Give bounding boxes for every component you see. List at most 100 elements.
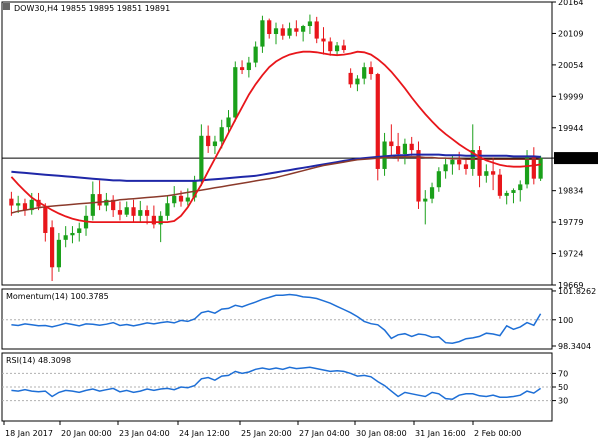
candle-body bbox=[124, 207, 129, 215]
price-axis-label: 19779 bbox=[558, 218, 583, 227]
moving-average-fast-line bbox=[10, 50, 541, 224]
momentum-panel-frame bbox=[1, 288, 553, 350]
price-axis-label: 20164 bbox=[558, 0, 583, 7]
candle-body bbox=[436, 171, 441, 188]
candle-body bbox=[63, 235, 68, 240]
time-axis-label: 31 Jan 16:00 bbox=[415, 429, 466, 438]
candle-body bbox=[450, 159, 455, 165]
candle-body bbox=[362, 67, 367, 79]
candle-body bbox=[368, 67, 374, 75]
momentum-axis-label: 98.3404 bbox=[558, 342, 591, 351]
candle-body bbox=[36, 199, 41, 207]
candle-body bbox=[151, 215, 156, 225]
rsi-line bbox=[11, 366, 542, 400]
candle-body bbox=[348, 72, 353, 85]
candle-body bbox=[307, 21, 313, 27]
price-axis-label: 19669 bbox=[558, 281, 583, 290]
moving-average-mid-line bbox=[11, 156, 541, 214]
candle-body bbox=[165, 203, 170, 216]
candle-body bbox=[382, 141, 387, 169]
time-axis-label: 24 Jan 12:00 bbox=[179, 429, 230, 438]
candle-body bbox=[239, 67, 245, 71]
rsi-axis-label: 30 bbox=[558, 397, 568, 406]
symbol-menu-icon bbox=[3, 3, 10, 10]
candle-body bbox=[138, 210, 143, 216]
candle-body bbox=[429, 187, 435, 199]
candle-body bbox=[56, 239, 61, 268]
candle-body bbox=[104, 199, 109, 206]
candle-body bbox=[260, 20, 265, 47]
candle-body bbox=[144, 210, 150, 216]
momentum-line bbox=[11, 293, 542, 344]
candle-body bbox=[328, 41, 333, 52]
price-axis-label: 19834 bbox=[558, 187, 583, 196]
candle-body bbox=[70, 232, 75, 236]
candle-body bbox=[484, 171, 489, 176]
price-axis-label: 20054 bbox=[558, 61, 583, 70]
candle-body bbox=[117, 210, 123, 215]
candle-body bbox=[301, 26, 306, 32]
candle-body bbox=[341, 45, 346, 51]
price-axis-label: 19999 bbox=[558, 92, 583, 101]
candle-body bbox=[131, 207, 136, 216]
candle-body bbox=[497, 174, 503, 196]
candle-body bbox=[49, 227, 55, 268]
candle-body bbox=[294, 28, 299, 32]
candle-body bbox=[206, 135, 211, 147]
price-axis-label: 19944 bbox=[558, 124, 583, 133]
candle-body bbox=[212, 141, 218, 147]
momentum-axis-label: 100 bbox=[558, 316, 573, 325]
time-axis-label: 18 Jan 2017 bbox=[5, 429, 53, 438]
candle-body bbox=[531, 155, 536, 179]
current-price-label: 19891 bbox=[558, 154, 583, 163]
candle-body bbox=[233, 67, 238, 118]
candle-body bbox=[90, 194, 95, 216]
time-axis-label: 2 Feb 00:00 bbox=[474, 429, 521, 438]
candle-body bbox=[491, 171, 496, 175]
candle-body bbox=[463, 164, 469, 169]
candle-body bbox=[111, 199, 116, 211]
candle-body bbox=[246, 62, 251, 71]
candle-body bbox=[287, 28, 292, 36]
candle-body bbox=[43, 206, 48, 233]
time-axis-label: 25 Jan 20:00 bbox=[241, 429, 292, 438]
candle-body bbox=[192, 181, 197, 198]
candle-body bbox=[416, 150, 421, 202]
rsi-axis-label: 70 bbox=[558, 369, 568, 378]
candle-body bbox=[538, 158, 543, 179]
candle-body bbox=[158, 215, 163, 225]
time-axis-label: 30 Jan 08:00 bbox=[356, 429, 407, 438]
candle-body bbox=[199, 135, 204, 182]
time-axis-label: 27 Jan 04:00 bbox=[299, 429, 350, 438]
candle-body bbox=[280, 28, 285, 36]
candle-body bbox=[22, 203, 28, 211]
candle-body bbox=[524, 155, 530, 185]
candle-body bbox=[314, 21, 319, 39]
chart-title: DOW30,H4 19855 19895 19851 19891 bbox=[14, 4, 170, 13]
candle-body bbox=[389, 141, 394, 147]
candle-body bbox=[477, 150, 482, 176]
time-axis-label: 23 Jan 04:00 bbox=[119, 429, 170, 438]
momentum-title: Momentum(14) 100.3785 bbox=[6, 292, 109, 301]
candle-body bbox=[443, 164, 448, 172]
candle-body bbox=[226, 117, 231, 128]
candle-body bbox=[457, 159, 462, 165]
candle-body bbox=[518, 184, 523, 191]
price-axis-label: 20109 bbox=[558, 29, 583, 38]
candle-body bbox=[172, 195, 177, 204]
momentum-axis-label: 101.8262 bbox=[558, 287, 596, 296]
current-price-label-bg bbox=[554, 152, 598, 165]
candle-body bbox=[273, 28, 279, 35]
candle-body bbox=[29, 199, 34, 211]
candle-body bbox=[511, 190, 516, 193]
time-axis-label: 20 Jan 00:00 bbox=[61, 429, 112, 438]
candle-body bbox=[9, 198, 14, 206]
rsi-title: RSI(14) 48.3098 bbox=[6, 356, 71, 365]
price-axis-label: 19724 bbox=[558, 250, 583, 259]
candle-body bbox=[16, 203, 21, 206]
candle-body bbox=[396, 146, 401, 155]
candle-body bbox=[253, 46, 258, 63]
candle-body bbox=[423, 198, 428, 202]
